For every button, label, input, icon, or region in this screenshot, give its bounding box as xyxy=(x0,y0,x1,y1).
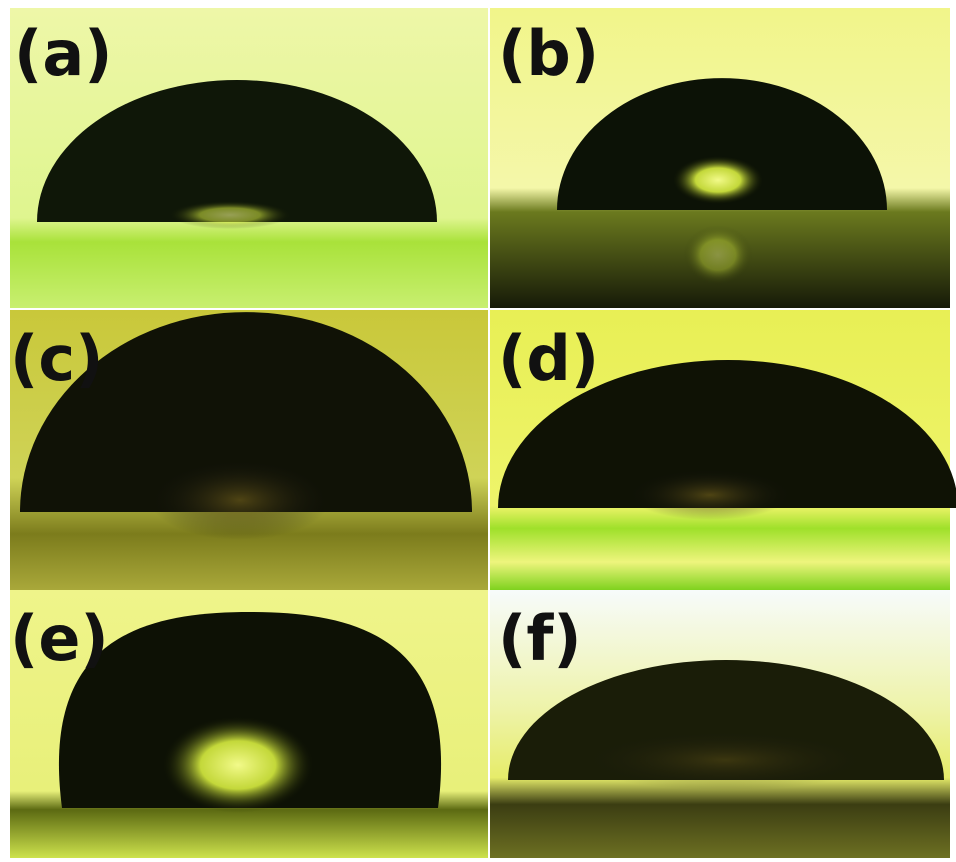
panel-label: (f) xyxy=(498,602,582,675)
panel-label: (d) xyxy=(498,322,599,395)
panel-label: (a) xyxy=(14,17,113,90)
panel-label: (b) xyxy=(498,17,599,90)
figure: (a) (b) (c) (d) (e) (f) xyxy=(0,0,956,862)
panel-label: (e) xyxy=(10,602,109,675)
panel-label: (c) xyxy=(10,322,103,395)
